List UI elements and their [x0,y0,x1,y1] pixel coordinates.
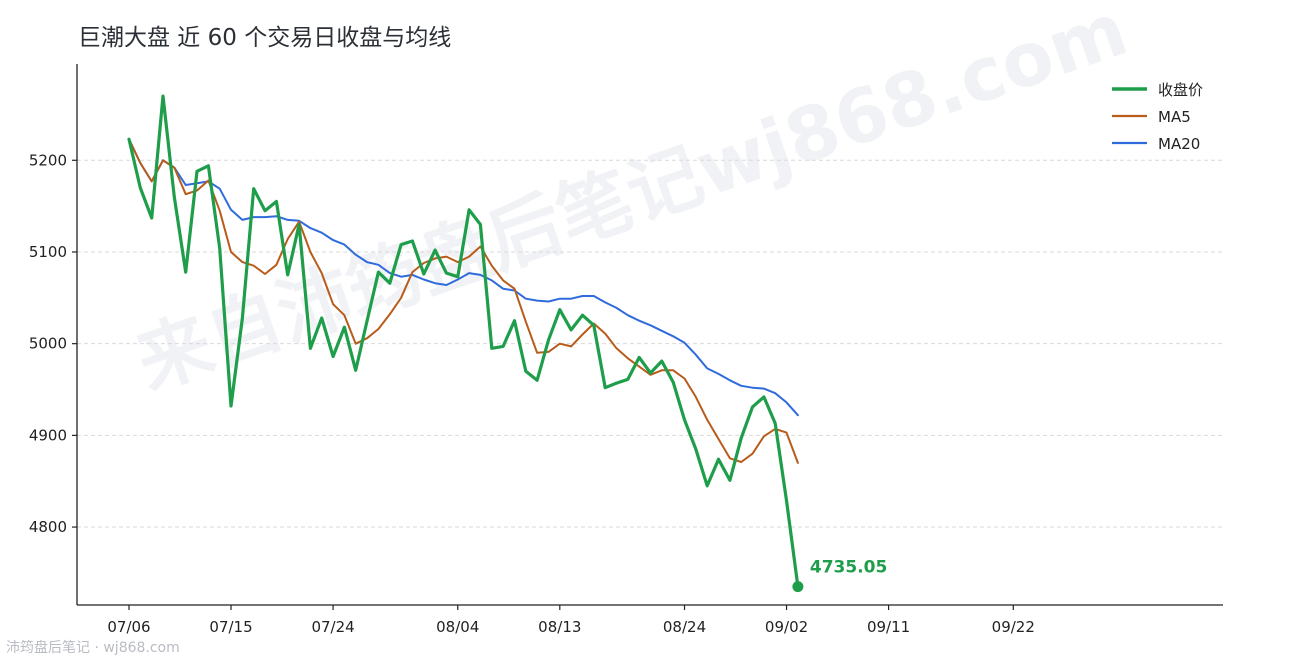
y-tick-label-5100: 5100 [29,243,67,261]
x-tick-label-08/24: 08/24 [663,618,706,636]
x-tick-label-08/13: 08/13 [538,618,581,636]
last-point-marker [792,581,804,593]
legend-label-MA20: MA20 [1158,135,1200,153]
y-tick-label-5000: 5000 [29,335,67,353]
x-tick-label-07/15: 07/15 [209,618,252,636]
series-line-收盘价 [127,94,800,589]
x-tick-label-07/24: 07/24 [311,618,354,636]
series-line-MA5 [128,138,799,464]
y-tick-label-4800: 4800 [29,518,67,536]
footer-credit: 沛筠盘后笔记 · wj868.com [6,640,180,656]
series-line-MA20 [128,138,799,417]
x-tick-label-09/02: 09/02 [765,618,808,636]
axes-layer: 4800 4900 5000 5100 5200 07/06 07/15 07/24 08/04… [29,64,1223,636]
x-tick-label-07/06: 07/06 [107,618,150,636]
y-tick-label-5200: 5200 [29,151,67,169]
x-tick-label-08/04: 08/04 [436,618,479,636]
y-tick-label-4900: 4900 [29,426,67,444]
last-point-label: 4735.05 [810,558,887,578]
series-layer: 4735.05 [127,94,887,593]
legend: 收盘价 MA5 MA20 [1112,81,1203,153]
grid-layer [77,159,1223,528]
x-tick-label-09/11: 09/11 [867,618,910,636]
legend-label-收盘价: 收盘价 [1158,81,1203,99]
x-tick-label-09/22: 09/22 [992,618,1035,636]
legend-label-MA5: MA5 [1158,108,1191,126]
chart-title: 巨潮大盘 近 60 个交易日收盘与均线 [78,25,452,51]
